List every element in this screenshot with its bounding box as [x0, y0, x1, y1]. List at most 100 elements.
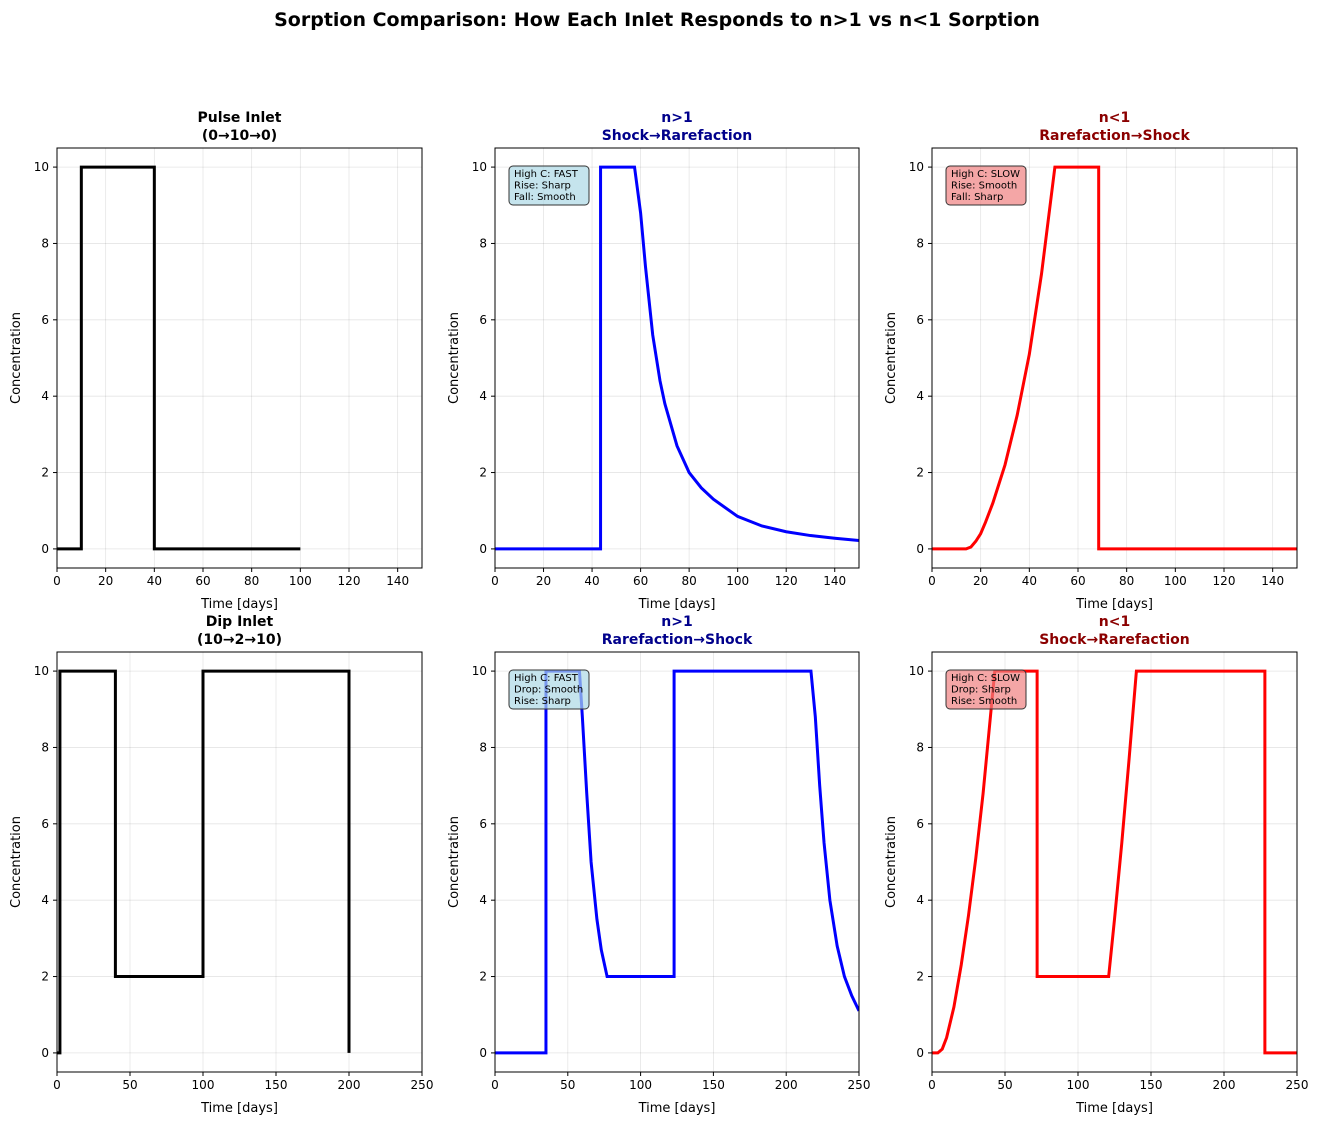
axes-frame — [494, 651, 860, 1073]
subplot-6: 0 50 100 150 200 250 0 2 4 6 8 10 Time [days] Concent… — [884, 614, 1308, 1116]
y-tick-label: 8 — [41, 740, 49, 754]
subplot-3: 0 20 40 60 80 100 120 140 0 2 4 6 8 10 Time [days] Conc… — [884, 110, 1298, 612]
y-axis-label: Concentration — [447, 312, 462, 404]
annotation-text: High C: FAST — [514, 673, 579, 684]
y-tick-label: 2 — [41, 466, 49, 480]
annotation-text: Rise: Sharp — [514, 181, 571, 192]
axes-frame — [56, 651, 423, 1073]
x-tick-label: 250 — [1286, 1078, 1309, 1092]
subplot-title: (0→10→0) — [202, 128, 277, 144]
y-tick-label: 10 — [472, 160, 487, 174]
y-tick-label: 2 — [916, 970, 924, 984]
subplot-4: 0 50 100 150 200 250 0 2 4 6 8 10 Time [days] Concent… — [9, 614, 433, 1116]
plot-area — [57, 652, 422, 1072]
x-tick-label: 250 — [848, 1078, 871, 1092]
annotation-text: High C: FAST — [514, 169, 579, 180]
plot-area — [932, 652, 1297, 1072]
subplot-2: 0 20 40 60 80 100 120 140 0 2 4 6 8 10 Time [days] Conc… — [447, 110, 860, 612]
y-axis-label: Concentration — [9, 816, 24, 908]
y-tick-label: 0 — [41, 542, 49, 556]
x-tick-label: 200 — [775, 1078, 798, 1092]
annotation-text: High C: SLOW — [951, 673, 1020, 684]
plot-area — [495, 652, 859, 1072]
subplot-1: 0 20 40 60 80 100 120 140 0 2 4 6 8 10 Time [days] Conc… — [9, 110, 423, 612]
y-tick-label: 8 — [41, 236, 49, 250]
x-tick-label: 120 — [1213, 574, 1236, 588]
annotation-box — [508, 165, 590, 206]
x-axis-label: Time [days] — [1075, 597, 1153, 612]
x-tick-label: 100 — [629, 1078, 652, 1092]
subplot-title: n>1 — [661, 110, 692, 126]
subplot-title: Rarefaction→Shock — [602, 632, 753, 648]
figure-suptitle: Sorption Comparison: How Each Inlet Resp… — [274, 9, 1040, 31]
x-tick-label: 200 — [338, 1078, 361, 1092]
annotation-text: High C: SLOW — [951, 169, 1020, 180]
annotation-box — [508, 669, 590, 710]
y-tick-label: 0 — [916, 1046, 924, 1060]
y-tick-label: 6 — [916, 313, 924, 327]
y-tick-label: 0 — [916, 542, 924, 556]
y-axis-label: Concentration — [884, 312, 899, 404]
subplot-title: n>1 — [661, 614, 692, 630]
axes-frame — [931, 147, 1298, 569]
x-tick-label: 120 — [338, 574, 361, 588]
x-tick-label: 50 — [560, 1078, 575, 1092]
annotation-text: Rise: Smooth — [951, 696, 1017, 707]
y-tick-label: 8 — [916, 236, 924, 250]
y-tick-label: 4 — [479, 389, 487, 403]
axes-frame — [494, 147, 860, 569]
x-tick-label: 100 — [192, 1078, 215, 1092]
subplot-title: Rarefaction→Shock — [1039, 128, 1190, 144]
data-line — [57, 165, 301, 551]
subplot-title: (10→2→10) — [197, 632, 282, 648]
x-tick-label: 100 — [1164, 574, 1187, 588]
x-axis-label: Time [days] — [1075, 1101, 1153, 1116]
subplot-title: n<1 — [1099, 110, 1130, 126]
y-tick-label: 4 — [479, 893, 487, 907]
x-tick-label: 0 — [928, 574, 936, 588]
y-tick-label: 6 — [479, 817, 487, 831]
annotation-text: Rise: Smooth — [951, 181, 1017, 192]
x-tick-label: 150 — [1140, 1078, 1163, 1092]
x-tick-label: 80 — [1119, 574, 1134, 588]
x-tick-label: 20 — [536, 574, 551, 588]
x-tick-label: 50 — [997, 1078, 1012, 1092]
y-tick-label: 8 — [479, 236, 487, 250]
x-tick-label: 20 — [973, 574, 988, 588]
subplot-title: Shock→Rarefaction — [602, 128, 753, 144]
x-tick-label: 100 — [289, 574, 312, 588]
x-tick-label: 150 — [265, 1078, 288, 1092]
y-tick-label: 2 — [479, 970, 487, 984]
annotation-text: Fall: Smooth — [514, 192, 576, 203]
x-tick-label: 0 — [491, 574, 499, 588]
x-tick-label: 60 — [1070, 574, 1085, 588]
x-tick-label: 0 — [491, 1078, 499, 1092]
annotation-box — [945, 165, 1027, 206]
x-axis-label: Time [days] — [638, 1101, 716, 1116]
x-tick-label: 40 — [584, 574, 599, 588]
x-tick-label: 60 — [633, 574, 648, 588]
x-tick-label: 140 — [823, 574, 846, 588]
x-tick-label: 140 — [1261, 574, 1284, 588]
y-tick-label: 0 — [41, 1046, 49, 1060]
y-tick-label: 8 — [479, 740, 487, 754]
plot-area — [932, 148, 1297, 568]
subplot-title: Dip Inlet — [206, 614, 274, 630]
x-tick-label: 20 — [98, 574, 113, 588]
x-tick-label: 40 — [147, 574, 162, 588]
x-tick-label: 50 — [122, 1078, 137, 1092]
y-axis-label: Concentration — [884, 816, 899, 908]
x-tick-label: 40 — [1022, 574, 1037, 588]
x-tick-label: 0 — [53, 1078, 61, 1092]
y-tick-label: 10 — [472, 664, 487, 678]
x-axis-label: Time [days] — [638, 597, 716, 612]
x-axis-label: Time [days] — [200, 1101, 278, 1116]
plot-area — [495, 148, 859, 568]
y-axis-label: Concentration — [9, 312, 24, 404]
annotation-text: Drop: Smooth — [514, 685, 583, 696]
data-line — [932, 165, 1297, 551]
y-tick-label: 6 — [41, 817, 49, 831]
y-tick-label: 10 — [34, 160, 49, 174]
y-tick-label: 2 — [41, 970, 49, 984]
x-tick-label: 100 — [1067, 1078, 1090, 1092]
